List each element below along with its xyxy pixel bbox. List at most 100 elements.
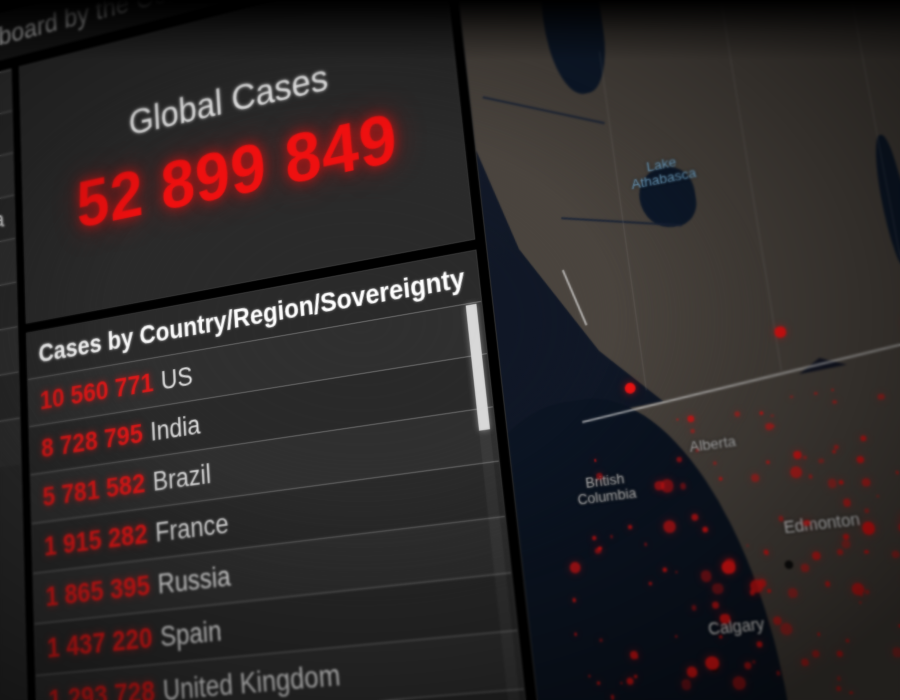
row-country-name: France <box>155 508 230 549</box>
case-dot <box>712 602 720 610</box>
case-dot <box>690 513 698 521</box>
case-dot <box>610 535 613 538</box>
case-dot <box>624 382 637 395</box>
case-dot <box>841 539 852 549</box>
case-dot <box>832 400 837 405</box>
case-dot <box>634 675 638 679</box>
case-dot <box>836 686 841 691</box>
case-dot <box>719 613 731 624</box>
case-dot <box>705 656 720 671</box>
case-dot <box>691 605 697 611</box>
case-dot <box>675 635 678 638</box>
case-dot <box>864 589 870 594</box>
row-case-count: 5 781 582 <box>42 467 146 513</box>
map-column: Great Slave Lake Lake Athabasca British … <box>453 0 900 700</box>
case-dot <box>790 396 793 399</box>
case-dot <box>811 551 821 561</box>
case-dot <box>861 478 871 487</box>
case-dot <box>686 666 697 677</box>
case-dot <box>732 676 746 690</box>
case-dot <box>891 647 900 657</box>
case-dot <box>663 520 677 534</box>
case-dot <box>800 563 810 573</box>
case-dot <box>803 519 810 526</box>
case-dot <box>770 414 774 418</box>
row-country-name: Russia <box>157 561 232 601</box>
case-dot <box>627 677 635 685</box>
case-dot <box>877 393 885 401</box>
covid-case-map[interactable]: Great Slave Lake Lake Athabasca British … <box>453 0 900 700</box>
case-dot <box>818 459 824 465</box>
row-country-name: Brazil <box>152 459 212 498</box>
case-dot <box>803 455 807 459</box>
screenshot-stage: COVID-19 Dashboard by the Center for Sys… <box>0 0 900 700</box>
monitor-screen: COVID-19 Dashboard by the Center for Sys… <box>0 0 900 700</box>
case-dot <box>774 326 786 338</box>
case-dot <box>595 548 601 555</box>
case-dot <box>751 660 755 664</box>
case-dot <box>662 567 668 573</box>
case-dot <box>719 634 723 638</box>
case-dot <box>572 598 576 602</box>
case-dot <box>843 499 852 507</box>
row-country-name: India <box>150 410 201 448</box>
case-dot <box>765 552 769 556</box>
case-dot <box>824 581 830 587</box>
case-dot <box>863 549 868 554</box>
row-country-name: United Kingdom <box>162 659 341 700</box>
case-dot <box>711 583 724 595</box>
case-dot <box>690 429 695 434</box>
row-country-name: Spain <box>160 615 223 654</box>
case-dot <box>596 473 603 480</box>
case-dot <box>765 422 774 430</box>
case-dot <box>811 649 819 657</box>
case-dots-layer <box>454 0 900 700</box>
row-case-count: 1 437 220 <box>46 621 153 664</box>
case-dot <box>839 480 844 485</box>
case-dot <box>832 449 836 453</box>
case-dot <box>788 588 799 598</box>
row-case-count: 1 865 395 <box>45 569 151 613</box>
row-case-count: 1 293 728 <box>48 674 156 700</box>
case-dot <box>837 549 843 555</box>
case-dot <box>750 474 759 483</box>
case-dot <box>599 639 602 642</box>
case-dot <box>744 661 752 669</box>
row-case-count: 8 728 795 <box>41 418 144 464</box>
case-dot <box>644 543 647 546</box>
case-dot <box>592 536 597 541</box>
case-dot <box>831 388 834 391</box>
case-dot <box>620 681 623 684</box>
case-dot <box>808 474 813 478</box>
case-dot <box>681 679 692 690</box>
case-dot <box>718 477 722 481</box>
case-dot <box>766 460 770 464</box>
row-country-name: US <box>160 361 193 396</box>
case-dot <box>713 461 717 465</box>
case-dot <box>700 570 712 582</box>
case-dot <box>756 641 762 647</box>
case-dot <box>687 415 694 422</box>
case-dot <box>574 633 577 636</box>
case-dot <box>896 471 899 474</box>
case-dot <box>597 682 600 685</box>
case-dot <box>877 494 880 497</box>
case-dot <box>845 639 849 643</box>
case-dot <box>836 676 841 681</box>
case-dot <box>695 449 699 453</box>
case-dot <box>861 521 876 536</box>
case-dot <box>675 571 678 574</box>
case-dot <box>856 455 864 463</box>
case-dot <box>891 551 900 559</box>
case-dot <box>837 650 844 656</box>
case-dot <box>649 582 653 586</box>
table-row[interactable]: 520 393Belgium <box>0 418 21 495</box>
case-dot <box>628 525 633 530</box>
case-dot <box>679 483 686 490</box>
case-dot <box>776 671 781 676</box>
case-dot <box>827 478 838 488</box>
case-dot <box>789 466 803 480</box>
case-dot <box>864 508 869 513</box>
case-dot <box>817 633 820 636</box>
perspective-scene: COVID-19 Dashboard by the Center for Sys… <box>0 0 900 700</box>
